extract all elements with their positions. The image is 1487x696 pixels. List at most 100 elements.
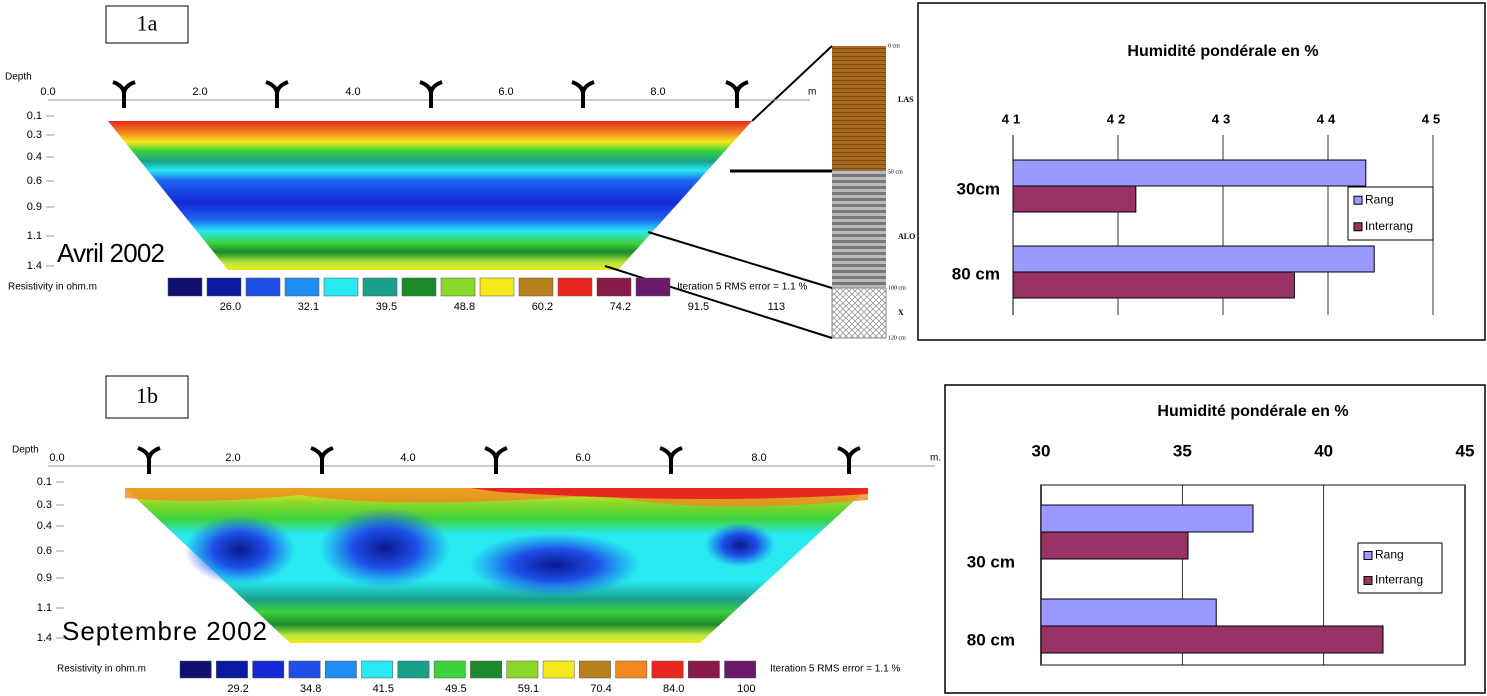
scale-swatch <box>246 278 280 296</box>
depth-label: 1.4 <box>37 632 52 644</box>
depth-label: 0.3 <box>27 129 42 141</box>
depth-label: 0.4 <box>27 151 42 163</box>
legend-label: Interrang <box>1375 573 1423 587</box>
sensor-marker <box>311 448 333 474</box>
chart-title: Humidité pondérale en % <box>1127 43 1318 60</box>
category-label: 80 cm <box>967 630 1015 649</box>
scale-swatch <box>470 661 501 678</box>
scale-swatch <box>441 278 475 296</box>
scale-swatch <box>362 661 393 678</box>
scale-swatch <box>325 661 356 678</box>
scale-swatch <box>168 278 202 296</box>
sensor-marker <box>420 82 442 108</box>
chart-title: Humidité pondérale en % <box>1157 403 1348 420</box>
soil-depth: 100 cm <box>888 285 906 291</box>
soil-depth: 120 cm <box>888 335 906 341</box>
section-date: Septembre 2002 <box>62 616 267 646</box>
bar <box>1013 272 1294 298</box>
legend-swatch <box>1364 577 1372 585</box>
scale-value: 70.4 <box>590 683 611 695</box>
x-tick-label: 44 <box>1317 111 1339 126</box>
depth-label: 0.1 <box>37 476 52 488</box>
figure: 1aDepth0.02.04.06.08.0m0.10.30.40.60.91.… <box>0 0 1487 696</box>
soil-layer: ALO <box>898 232 915 241</box>
scale-swatch <box>636 278 670 296</box>
scale-swatch <box>519 278 553 296</box>
legend-swatch <box>1354 196 1362 204</box>
bar <box>1041 626 1383 653</box>
scale-swatch <box>725 661 756 678</box>
sensor-marker <box>660 448 682 474</box>
scale-swatch <box>324 278 358 296</box>
soil-layer: LAS <box>898 95 914 104</box>
depth-label: 0.6 <box>27 175 42 187</box>
scale-swatch <box>507 661 538 678</box>
x-tick-label: 30 <box>1032 441 1051 460</box>
scale-swatch <box>543 661 574 678</box>
section-date: Avril 2002 <box>57 238 165 268</box>
sensor-marker <box>266 82 288 108</box>
scale-value: 60.2 <box>532 301 553 313</box>
scale-swatch <box>180 661 211 678</box>
distance-label: 6.0 <box>575 452 590 464</box>
iteration-note: Iteration 5 RMS error = 1.1 % <box>677 282 807 293</box>
depth-label: 0.4 <box>37 520 52 532</box>
distance-label: 4.0 <box>400 452 415 464</box>
scale-value: 49.5 <box>445 683 466 695</box>
depth-label: 0.9 <box>37 572 52 584</box>
distance-unit: m <box>808 87 816 98</box>
x-tick-label: 35 <box>1173 441 1192 460</box>
scale-value: 26.0 <box>220 301 241 313</box>
scale-value: 29.2 <box>227 683 248 695</box>
scale-swatch <box>363 278 397 296</box>
category-label: 30cm <box>957 179 1000 198</box>
distance-label: 0.0 <box>49 452 64 464</box>
scale-swatch <box>597 278 631 296</box>
sensor-marker <box>113 82 135 108</box>
scale-value: 41.5 <box>373 683 394 695</box>
bar <box>1041 599 1216 626</box>
sensor-marker <box>485 448 507 474</box>
bar <box>1013 160 1366 186</box>
scale-value: 74.2 <box>610 301 631 313</box>
bar <box>1041 532 1188 559</box>
distance-label: 4.0 <box>345 86 360 98</box>
legend-swatch <box>1364 552 1372 560</box>
soil-depth: 50 cm <box>888 169 903 175</box>
x-tick-label: 41 <box>1002 111 1024 126</box>
depth-label: 0.3 <box>37 499 52 511</box>
scale-swatch <box>216 661 247 678</box>
scale-swatch <box>480 278 514 296</box>
distance-label: 8.0 <box>751 452 766 464</box>
scale-value: 100 <box>737 683 755 695</box>
distance-label: 8.0 <box>650 86 665 98</box>
panel-label: 1b <box>136 383 158 408</box>
x-tick-label: 40 <box>1314 441 1333 460</box>
scale-swatch <box>558 278 592 296</box>
scale-swatch <box>616 661 647 678</box>
bar <box>1013 246 1374 272</box>
soil-layer: X <box>898 308 904 317</box>
depth-label: 1.1 <box>37 602 52 614</box>
x-tick-label: 45 <box>1456 441 1475 460</box>
bar <box>1041 505 1253 532</box>
x-tick-label: 43 <box>1212 111 1234 126</box>
depth-title: Depth <box>5 72 32 83</box>
scale-value: 113 <box>768 301 786 313</box>
scale-value: 59.1 <box>518 683 539 695</box>
sensor-marker <box>726 82 748 108</box>
scale-value: 84.0 <box>663 683 684 695</box>
x-tick-label: 42 <box>1107 111 1129 126</box>
scale-swatch <box>434 661 465 678</box>
sensor-marker <box>572 82 594 108</box>
scale-value: 48.8 <box>454 301 475 313</box>
legend-label: Rang <box>1365 192 1394 206</box>
scale-swatch <box>253 661 284 678</box>
scale-swatch <box>207 278 241 296</box>
legend-label: Rang <box>1375 548 1404 562</box>
sensor-marker <box>838 448 860 474</box>
panel-label: 1a <box>137 11 158 36</box>
soil-depth: 0 cm <box>888 43 900 49</box>
scale-swatch <box>402 278 436 296</box>
x-tick-label: 45 <box>1422 111 1444 126</box>
